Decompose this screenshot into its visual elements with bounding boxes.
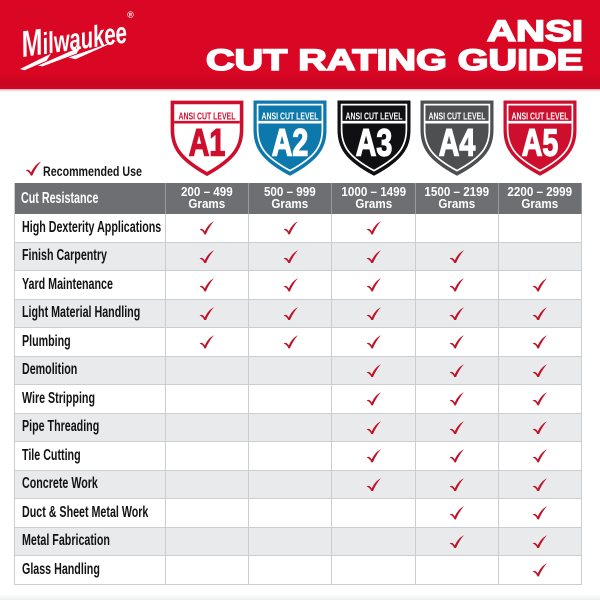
svg-text:CUT RATING GUIDE: CUT RATING GUIDE	[206, 44, 583, 77]
svg-text:A2: A2	[272, 123, 309, 165]
svg-text:A4: A4	[439, 123, 476, 165]
svg-text:ANSI: ANSI	[487, 15, 583, 48]
svg-text:ANSI CUT LEVEL: ANSI CUT LEVEL	[428, 111, 485, 122]
svg-text:ANSI CUT LEVEL: ANSI CUT LEVEL	[262, 111, 319, 122]
svg-text:ANSI CUT LEVEL: ANSI CUT LEVEL	[345, 111, 402, 122]
svg-text:ANSI CUT LEVEL: ANSI CUT LEVEL	[512, 111, 569, 122]
svg-text:A1: A1	[188, 123, 225, 165]
svg-text:A3: A3	[355, 123, 392, 165]
svg-text:ANSI CUT LEVEL: ANSI CUT LEVEL	[178, 111, 235, 122]
svg-text:®: ®	[126, 9, 134, 20]
svg-text:A5: A5	[522, 123, 559, 165]
